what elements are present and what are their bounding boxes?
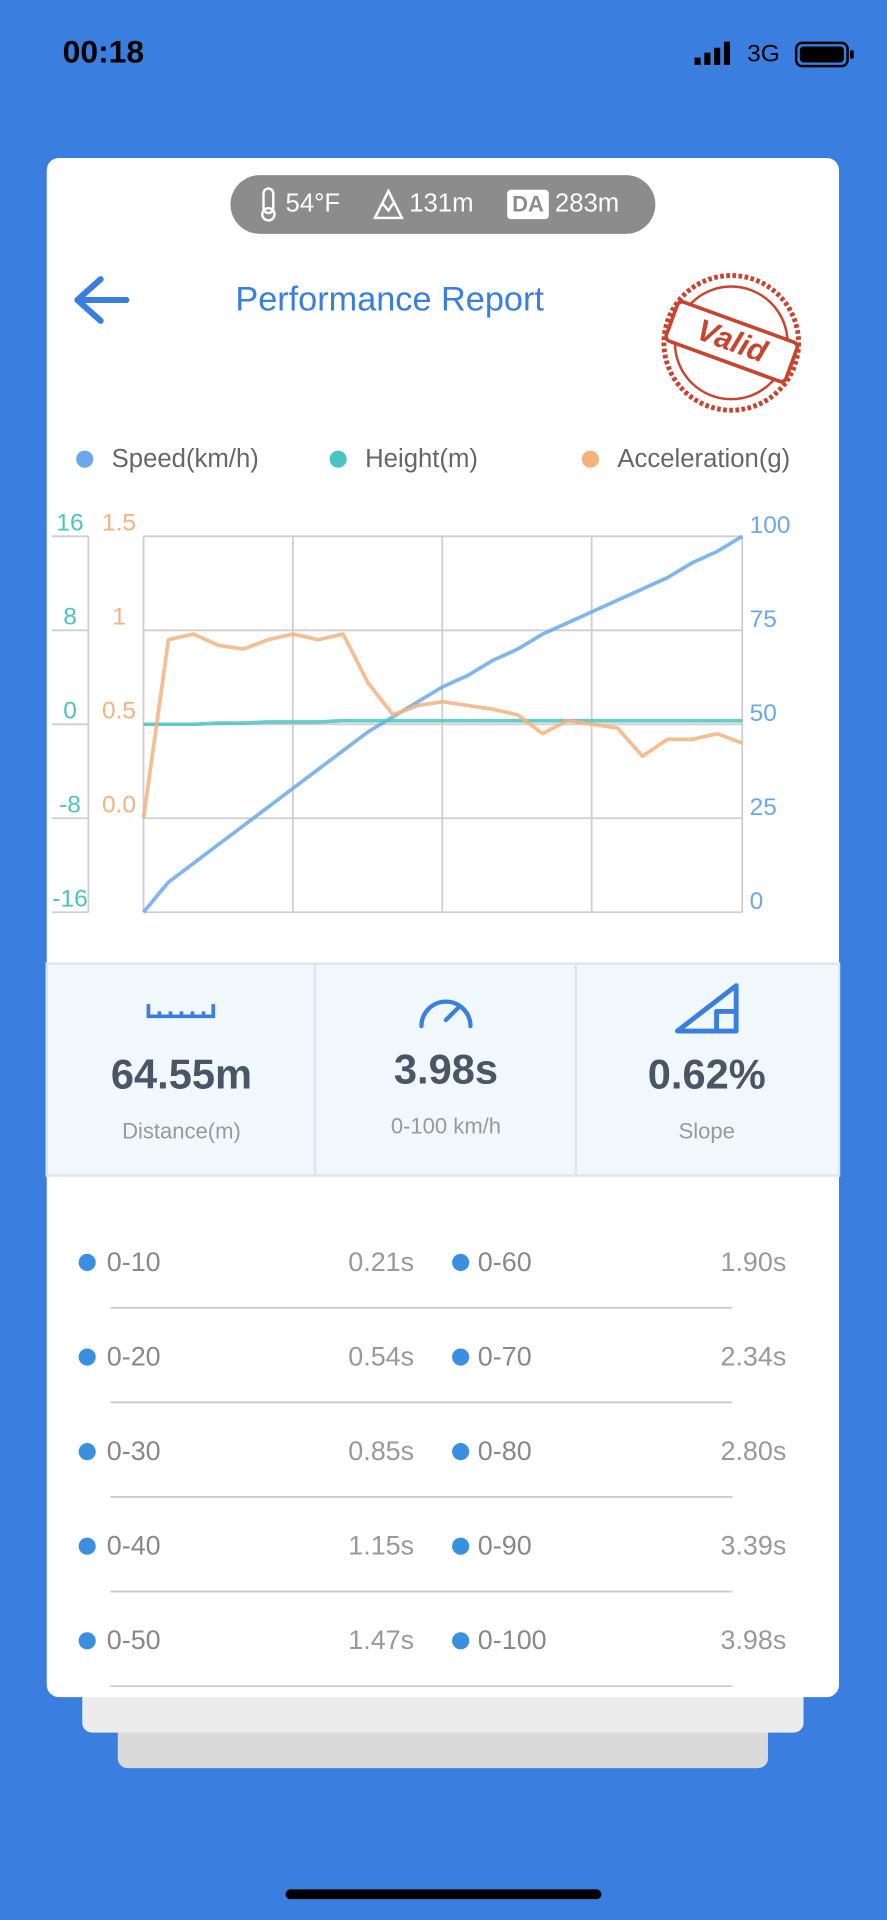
split-time: 0.54s [348,1341,414,1371]
split-time: 0.21s [348,1247,414,1277]
y-tick-label: 0 [750,888,764,915]
series-line [141,632,743,819]
density-altitude: 283m [555,189,619,217]
split-dot [452,1348,470,1366]
home-indicator [285,1889,602,1900]
back-button[interactable] [74,276,130,324]
split-range: 0-90 [478,1531,532,1561]
stat-label: 0-100 km/h [391,1114,501,1139]
legend-marker [581,450,600,468]
split-dot [78,1537,96,1555]
split-dot [78,1443,96,1461]
legend-marker [76,450,94,468]
page-title: Performance Report [235,280,544,318]
plot: 0 25 50 75 100 0.0 0.5 1 1.5 -16 -8 0 8 16 [51,510,791,915]
da-badge [507,189,549,220]
conditions-pill [230,175,656,234]
y-tick-label: 75 [750,606,777,633]
signal-icon [694,41,731,65]
split-range: 0-40 [107,1531,161,1561]
split-time: 2.34s [720,1341,786,1371]
split-time: 1.15s [348,1531,414,1561]
report-card [46,157,840,1698]
valid-stamp: Valid [661,273,802,413]
y3-tick-label: 8 [63,604,77,631]
y-tick-label: 50 [750,700,777,727]
split-range: 0-50 [107,1625,161,1655]
stats-panel [45,962,841,1177]
split-dot [452,1632,470,1650]
y3-tick-label: 0 [63,698,77,725]
split-range: 0-60 [478,1247,532,1277]
split-dot [78,1348,96,1366]
slope-icon [674,983,739,1034]
legend-marker [329,450,347,468]
split-range: 0-30 [107,1436,161,1466]
y-tick-label: 25 [750,794,777,821]
stat-value: 0.62% [648,1051,766,1098]
battery-icon [794,41,854,68]
split-time: 1.47s [348,1625,414,1655]
split-time: 3.39s [720,1531,786,1561]
status-network: 3G [747,41,780,68]
split-range: 0-10 [107,1247,161,1277]
stats: 64.55m Distance(m) 3.98s 0-100 km/h 0.62% Slo… [111,1046,766,1144]
speedometer-icon [419,999,473,1029]
splits-table: 0-10 0.21s 0-60 1.90s 0-20 0.54s 0-70 2.34s 0-30… [78,1247,786,1688]
y2-tick-label: 1 [112,604,126,631]
thermometer-icon [261,187,276,222]
temperature: 54°F [286,189,341,217]
legend-label: Height(m) [365,445,478,473]
split-range: 0-100 [478,1625,547,1655]
y2-tick-label: 0.5 [102,698,136,725]
ruler-icon [146,1004,216,1019]
split-range: 0-20 [107,1341,161,1371]
split-time: 0.85s [348,1436,414,1466]
split-dot [78,1253,96,1272]
legend-label: Speed(km/h) [112,445,259,473]
y2-tick-label: 1.5 [102,510,136,537]
y-tick-label: 100 [750,512,791,539]
split-dot [452,1443,470,1461]
split-dot [78,1632,96,1650]
split-range: 0-70 [478,1341,532,1371]
split-range: 0-80 [478,1436,532,1466]
legend-label: Acceleration(g) [617,445,790,473]
y3-tick-label: -16 [52,885,87,912]
stat-value: 3.98s [394,1046,498,1093]
split-time: 2.80s [720,1436,786,1466]
series-line [143,718,743,727]
split-dot [452,1537,470,1555]
stat-value: 64.55m [111,1051,252,1098]
y3-tick-label: -8 [59,791,81,818]
y2-tick-label: 0.0 [102,791,136,818]
y3-tick-label: 16 [56,510,83,537]
stat-label: Distance(m) [122,1118,241,1143]
stat-label: Slope [679,1118,735,1143]
split-dot [452,1253,470,1272]
altitude-icon [372,188,404,220]
split-time: 3.98s [720,1625,786,1655]
status-time: 00:18 [63,33,144,69]
split-time: 1.90s [720,1247,786,1277]
series-line [142,534,744,914]
altitude: 131m [409,189,473,217]
da-label: DA [512,192,544,217]
legend: Speed(km/h) Height(m) Acceleration(g) [76,445,790,473]
